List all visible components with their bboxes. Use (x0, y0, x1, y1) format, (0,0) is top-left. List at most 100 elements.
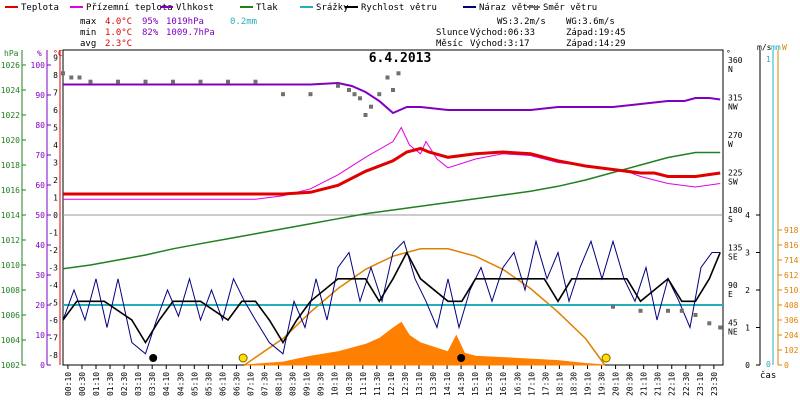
x-tick-label-1: 00:30 (78, 372, 87, 396)
x-tick-label-25: 13:10 (415, 372, 424, 396)
x-tick-label-11: 06:10 (218, 372, 227, 396)
wind-dir-point-0 (61, 71, 65, 76)
dir-tick-label-4: 180 (728, 206, 743, 215)
dir-axis-label: ° (726, 49, 731, 58)
x-tick-label-26: 13:30 (429, 372, 438, 396)
stats-rain-0: 0.2mm (230, 17, 257, 27)
degc-tick-label-9: 0 (53, 211, 58, 220)
wind-dir-point-18 (377, 92, 382, 97)
x-tick-label-0: 00:10 (64, 372, 73, 396)
legend-label-5: Rychlost větru (361, 3, 437, 13)
hpa-tick-label-0: 1026 (1, 61, 20, 70)
x-tick-label-5: 03:10 (134, 372, 143, 396)
degc-tick-label-4: 5 (53, 124, 58, 133)
mm-tick-label-0: 1 (766, 55, 771, 64)
degc-tick-label-6: 3 (53, 159, 58, 168)
degc-tick-label-17: -8 (48, 351, 58, 360)
degc-tick-label-5: 4 (53, 141, 58, 150)
wind-dir-point-6 (171, 79, 175, 84)
legend-label-1: Přízemní teplota (86, 3, 173, 13)
wind-dir-point-1 (69, 75, 74, 80)
dir-tick-dir-5: SE (728, 253, 738, 262)
pct-tick-label-5: 50 (35, 211, 45, 220)
x-tick-label-41: 21:10 (640, 372, 649, 396)
wind-dir-point-7 (198, 79, 203, 84)
hpa-tick-label-9: 1008 (1, 286, 20, 295)
pct-tick-label-3: 70 (35, 151, 45, 160)
wind-dir-point-21 (396, 71, 401, 76)
wind-dir-point-14 (352, 92, 357, 97)
w-tick-label-7: 204 (784, 331, 799, 340)
w-tick-label-2: 714 (784, 256, 799, 265)
hpa-axis-label: hPa (4, 49, 19, 58)
hpa-tick-label-1: 1024 (1, 86, 20, 95)
wind-dir-point-11 (308, 92, 313, 97)
stats-temp-0: 4.0°C (105, 17, 132, 27)
w-axis-label: W (782, 43, 787, 52)
x-tick-label-15: 08:10 (275, 372, 284, 396)
info-ws: WS:3.2m/s (497, 17, 546, 27)
info-sun-label: Slunce (436, 28, 469, 38)
pct-tick-label-2: 80 (35, 121, 45, 130)
wind-dir-point-2 (77, 75, 82, 80)
x-tick-label-32: 16:30 (513, 372, 522, 396)
x-tick-label-44: 22:30 (682, 372, 691, 396)
wind-dir-point-27 (707, 321, 712, 326)
stats-label-0: max (80, 17, 97, 27)
ms-tick-label-2: 2 (745, 286, 750, 295)
wind-dir-point-17 (369, 104, 373, 109)
x-tick-label-27: 14:10 (443, 372, 452, 396)
legend: Teplota Přízemní teplota Vlhkost Tlak Srážky… (5, 3, 597, 13)
legend-label-7: Směr větru (543, 3, 597, 13)
x-tick-label-28: 14:30 (457, 372, 466, 396)
wind-dir-point-26 (693, 313, 698, 317)
moonset-marker (457, 354, 466, 362)
x-tick-label-31: 16:10 (499, 372, 508, 396)
degc-tick-label-1: 8 (53, 71, 58, 80)
legend-label-6: Náraz větru (479, 3, 539, 13)
degc-tick-label-8: 1 (53, 194, 58, 203)
dir-tick-label-3: 225 (728, 169, 743, 178)
dir-tick-dir-2: W (728, 140, 733, 149)
stats-press-0: 1019hPa (166, 17, 204, 27)
wind-dir-point-24 (666, 308, 670, 313)
moonrise-marker (149, 354, 158, 362)
wind-dir-point-5 (143, 79, 148, 84)
degc-tick-label-7: 2 (53, 176, 58, 185)
legend-label-2: Vlhkost (176, 3, 214, 13)
wind-gust-line (62, 239, 721, 355)
x-tick-label-40: 20:30 (626, 372, 635, 396)
pct-tick-label-7: 30 (35, 271, 45, 280)
stats-hum-1: 82% (142, 28, 159, 38)
dir-tick-label-5: 135 (728, 244, 743, 253)
mm-axis-label: mm (771, 43, 781, 52)
hpa-tick-label-3: 1020 (1, 136, 20, 145)
wind-dir-point-10 (281, 92, 285, 97)
x-tick-label-13: 07:10 (246, 372, 255, 396)
degc-axis-label: °C (53, 49, 63, 58)
x-tick-label-2: 01:10 (92, 372, 101, 396)
stats-temp-1: 1.0°C (105, 28, 132, 38)
x-tick-label-21: 11:10 (359, 372, 368, 396)
legend-label-3: Tlak (256, 3, 278, 13)
hpa-tick-label-2: 1022 (1, 111, 20, 120)
dir-tick-label-0: 360 (728, 56, 743, 65)
x-tick-label-29: 15:10 (471, 372, 480, 396)
wind-dir-point-20 (391, 88, 395, 92)
x-tick-label-45: 23:10 (696, 372, 705, 396)
w-tick-label-9: 0 (784, 361, 789, 370)
hpa-tick-label-12: 1002 (1, 361, 20, 370)
x-tick-label-35: 18:10 (555, 372, 564, 396)
info-sun-set: Západ:19:45 (566, 28, 626, 38)
pct-tick-label-6: 40 (35, 241, 45, 250)
degc-tick-label-0: 9 (53, 54, 58, 63)
w-tick-label-3: 612 (784, 271, 799, 280)
dir-tick-label-2: 270 (728, 131, 743, 140)
ms-axis-label: m/s (757, 43, 772, 52)
x-tick-label-10: 05:30 (204, 372, 213, 396)
x-tick-label-4: 02:30 (120, 372, 129, 396)
info-sun-rise: Východ:06:33 (470, 28, 535, 38)
plot-area (62, 49, 724, 366)
hpa-tick-label-4: 1018 (1, 161, 20, 170)
